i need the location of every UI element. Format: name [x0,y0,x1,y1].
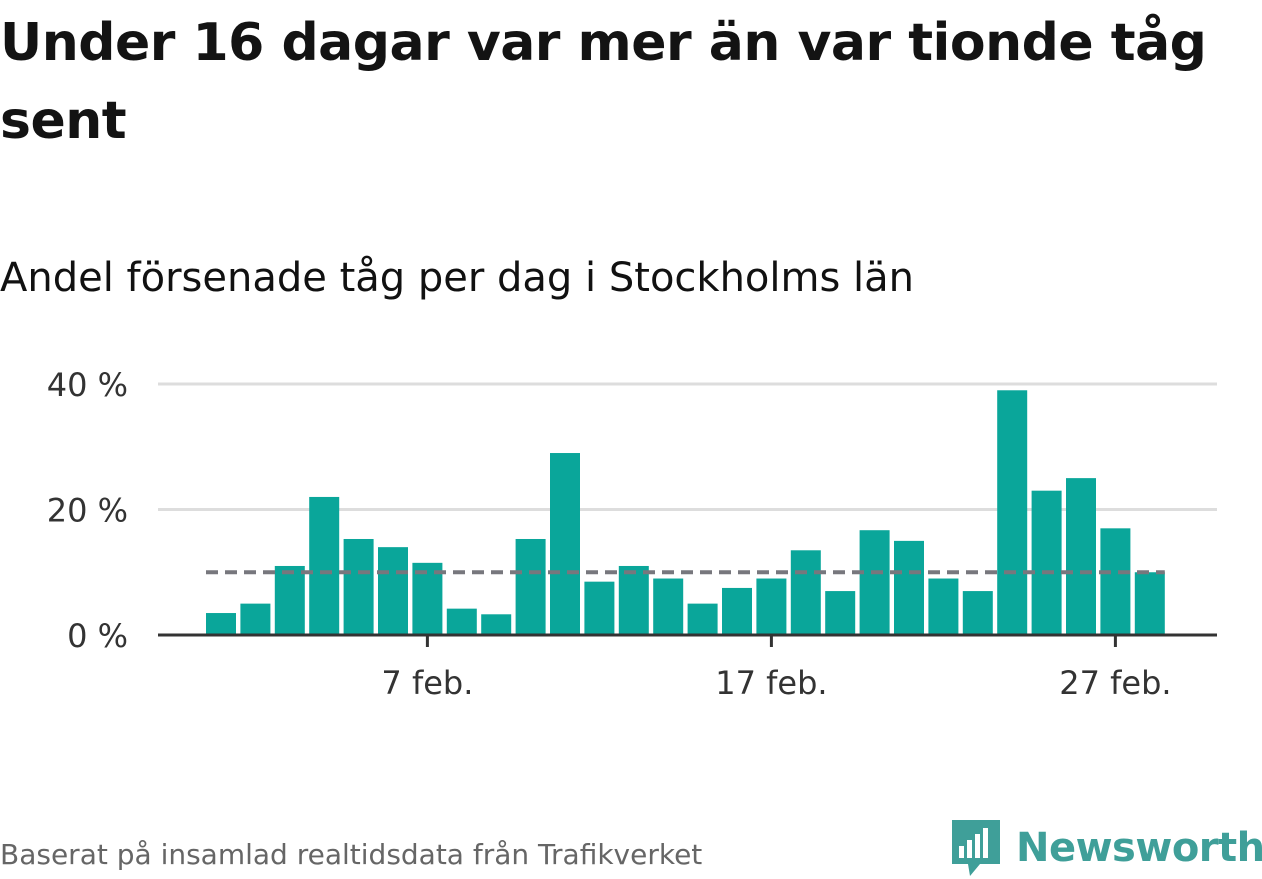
y-tick-label: 0 % [67,617,128,655]
bar [240,603,271,635]
newsworthy-chart-icon [952,820,1000,876]
bar [481,614,512,635]
bar [928,578,959,635]
bar [1134,572,1165,635]
bar [343,538,374,635]
x-axis [158,633,1217,647]
source-note: Baserat på insamlad realtidsdata från Tr… [0,838,703,871]
bar [1066,478,1096,635]
bar [309,496,340,635]
bar [550,453,580,635]
y-tick-labels: 0 % 20 % 40 % [47,366,128,655]
chart-title: Under 16 dagar var mer än var tionde tåg… [0,13,1207,151]
bar [618,565,649,635]
newsworthy-logo[interactable]: Newsworthy [950,818,1262,878]
y-tick-label: 40 % [47,366,128,404]
bar [859,530,890,635]
bar [997,390,1028,635]
bar [894,540,924,635]
bar [825,591,856,635]
bar [653,578,684,635]
bar [274,565,305,635]
newsworthy-logo-text: Newsworthy [1016,825,1262,871]
bar [790,550,821,635]
y-tick-label: 20 % [47,492,128,530]
x-tick-labels: 7 feb. 17 feb. 27 feb. [381,664,1171,702]
bar [584,581,615,635]
x-tick-label: 27 feb. [1059,664,1171,702]
bar [206,613,236,635]
x-tick-label: 17 feb. [715,664,827,702]
bar [412,562,443,635]
bar [687,603,718,635]
bar [756,578,787,635]
bar [1100,528,1131,635]
bar [378,547,408,635]
bar [962,591,993,635]
bar [1031,490,1062,635]
x-tick-label: 7 feb. [381,664,473,702]
chart-subtitle: Andel försenade tåg per dag i Stockholms… [0,255,915,301]
bar [515,538,546,635]
bar [446,608,477,635]
bars [206,390,1165,635]
bar [722,587,752,635]
